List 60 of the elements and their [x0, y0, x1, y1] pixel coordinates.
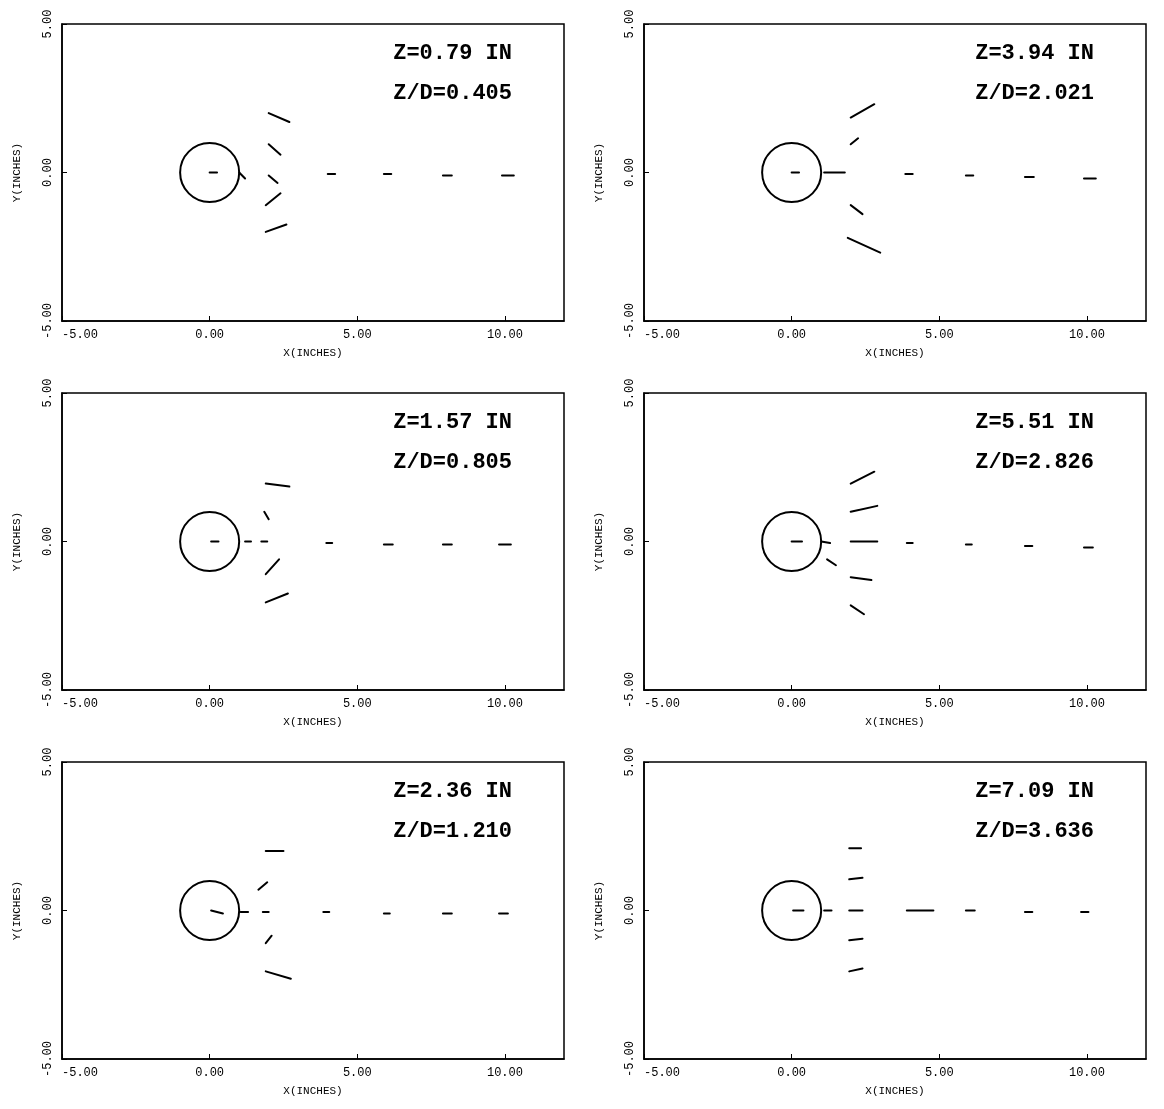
x-tick-label: 5.00	[924, 328, 954, 342]
annotation: Z=3.94 IN	[975, 40, 1095, 66]
x-tick-label: 5.00	[342, 328, 372, 342]
annotation: Z=5.51 IN	[975, 409, 1095, 435]
annotation: Z/D=2.021	[975, 80, 1095, 106]
x-tick-label: 5.00	[924, 1066, 954, 1080]
annotation: Z/D=0.805	[393, 449, 513, 475]
y-tick-label: 5.00	[623, 747, 637, 777]
x-tick-label: -5.00	[62, 697, 99, 711]
annotation: Z/D=0.405	[393, 80, 513, 106]
x-tick-label: -5.00	[62, 1066, 99, 1080]
x-axis-title: X(INCHES)	[865, 715, 925, 728]
x-tick-label: -5.00	[644, 328, 681, 342]
y-tick-label: 0.00	[623, 158, 637, 187]
x-tick-label: 10.00	[1068, 328, 1105, 342]
x-tick-label: 10.00	[1068, 697, 1105, 711]
annotation: Z/D=1.210	[393, 818, 513, 844]
x-tick-label: 5.00	[924, 697, 954, 711]
x-tick-label: 5.00	[342, 1066, 372, 1080]
annotation: Z=2.36 IN	[393, 778, 513, 804]
x-axis-title: X(INCHES)	[283, 346, 343, 359]
x-tick-label: 0.00	[777, 1066, 807, 1080]
y-tick-label: 0.00	[41, 527, 55, 556]
annotation: Z=0.79 IN	[393, 40, 513, 66]
x-axis-title: X(INCHES)	[283, 1084, 343, 1097]
x-tick-label: 10.00	[1068, 1066, 1105, 1080]
x-axis-title: X(INCHES)	[283, 715, 343, 728]
annotation: Z/D=2.826	[975, 449, 1095, 475]
x-tick-label: -5.00	[62, 328, 99, 342]
y-axis-title: Y(INCHES)	[592, 142, 605, 203]
annotation: Z/D=3.636	[975, 818, 1095, 844]
annotation: Z=1.57 IN	[393, 409, 513, 435]
x-tick-label: 0.00	[195, 1066, 225, 1080]
y-tick-label: 5.00	[41, 378, 55, 408]
x-tick-label: 0.00	[777, 328, 807, 342]
y-tick-label: 5.00	[623, 9, 637, 39]
x-axis-title: X(INCHES)	[865, 1084, 925, 1097]
y-axis-title: Y(INCHES)	[10, 880, 23, 941]
y-axis-title: Y(INCHES)	[10, 511, 23, 572]
y-tick-label: 5.00	[41, 747, 55, 777]
x-tick-label: -5.00	[644, 697, 681, 711]
y-axis-title: Y(INCHES)	[592, 511, 605, 572]
annotation: Z=7.09 IN	[975, 778, 1095, 804]
x-tick-label: 0.00	[195, 697, 225, 711]
x-tick-label: 10.00	[486, 328, 523, 342]
y-axis-title: Y(INCHES)	[592, 880, 605, 941]
y-tick-label: 0.00	[41, 896, 55, 925]
y-tick-label: 5.00	[41, 9, 55, 39]
x-tick-label: 10.00	[486, 1066, 523, 1080]
x-tick-label: 0.00	[195, 328, 225, 342]
y-tick-label: 0.00	[41, 158, 55, 187]
x-tick-label: 5.00	[342, 697, 372, 711]
y-tick-label: 0.00	[623, 896, 637, 925]
x-tick-label: 10.00	[486, 697, 523, 711]
y-tick-label: 5.00	[623, 378, 637, 408]
x-axis-title: X(INCHES)	[865, 346, 925, 359]
x-tick-label: -5.00	[644, 1066, 681, 1080]
y-axis-title: Y(INCHES)	[10, 142, 23, 203]
y-tick-label: 0.00	[623, 527, 637, 556]
x-tick-label: 0.00	[777, 697, 807, 711]
